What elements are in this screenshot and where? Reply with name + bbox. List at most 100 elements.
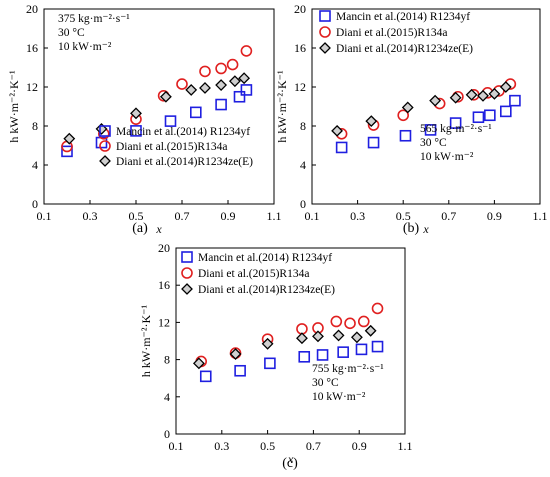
y-tick-label: 16 — [26, 41, 38, 55]
data-point — [240, 45, 253, 57]
data-point — [364, 324, 377, 337]
condition-annotation: 10 kW·m⁻² — [312, 391, 366, 403]
data-point — [397, 109, 410, 122]
y-tick-label: 4 — [300, 158, 306, 172]
data-point — [159, 90, 172, 103]
data-point — [365, 115, 378, 128]
condition-annotation: 30 °C — [58, 27, 85, 39]
data-point — [449, 91, 462, 104]
panel-label: (c) — [282, 456, 298, 471]
x-tick-label: 0.1 — [305, 209, 320, 223]
y-tick-label: 20 — [294, 2, 306, 16]
data-point — [399, 129, 412, 142]
condition-annotation: 30 °C — [420, 137, 447, 149]
legend-label: Diani et al.(2014)R1234ze(E) — [336, 43, 473, 55]
data-point — [192, 357, 205, 370]
y-tick-label: 0 — [300, 197, 306, 211]
data-point — [215, 62, 227, 75]
data-point — [355, 343, 368, 356]
data-point — [63, 132, 76, 145]
data-point — [61, 145, 73, 158]
legend-label: Diani et al.(2014)R1234ze(E) — [198, 284, 335, 296]
data-point — [357, 315, 370, 328]
data-point — [371, 340, 384, 353]
data-point — [264, 357, 276, 370]
legend-label: Mancin et al.(2014) R1234yf — [116, 126, 250, 138]
legend-marker — [319, 10, 331, 22]
data-point — [215, 98, 227, 111]
data-point — [499, 81, 512, 93]
data-point — [350, 331, 363, 344]
legend-marker — [99, 140, 111, 152]
data-point — [185, 84, 198, 96]
data-point — [130, 125, 142, 137]
data-point — [424, 124, 437, 136]
y-axis-label: h kW·m⁻²·K⁻¹ — [7, 70, 21, 143]
legend-marker — [99, 125, 111, 137]
chart-panel: 0 4 8 12 16 20 0.1 0.3 0.5 0.7 0.9 1.1 x h kW·m⁻²·K⁻¹… — [275, 2, 548, 236]
legend-label: Diani et al.(2014)R1234ze(E) — [116, 156, 253, 168]
data-point — [234, 364, 246, 377]
data-point — [477, 89, 489, 102]
data-point — [316, 349, 329, 361]
data-point — [509, 94, 521, 107]
x-tick-label: 1.1 — [533, 209, 548, 223]
legend-marker — [181, 283, 193, 295]
data-point — [330, 315, 343, 328]
y-tick-label: 8 — [164, 353, 170, 367]
x-tick-label: 1.1 — [398, 439, 413, 453]
y-tick-label: 12 — [294, 80, 306, 94]
data-point — [484, 109, 496, 122]
legend-marker — [319, 42, 331, 54]
legend-marker — [99, 155, 111, 167]
y-axis-label: h kW·m⁻²·K⁻¹ — [139, 305, 153, 378]
plot-frame — [311, 8, 541, 205]
data-point — [296, 332, 308, 345]
x-tick-label: 0.9 — [487, 209, 502, 223]
condition-annotation: 755 kg·m⁻²·s⁻¹ — [312, 363, 384, 375]
x-axis-label: x — [155, 222, 162, 236]
y-tick-label: 0 — [32, 197, 38, 211]
plot-frame — [175, 247, 406, 435]
data-point — [337, 346, 349, 358]
data-point — [226, 58, 239, 71]
x-axis-label: x — [422, 222, 429, 236]
x-tick-label: 0.5 — [260, 439, 275, 453]
data-point — [176, 78, 188, 90]
x-tick-label: 0.3 — [83, 209, 98, 223]
data-point — [472, 111, 485, 124]
data-point — [401, 101, 414, 114]
data-point — [199, 65, 211, 78]
data-point — [367, 136, 380, 149]
y-tick-label: 20 — [158, 241, 170, 255]
x-tick-label: 0.7 — [441, 209, 456, 223]
data-point — [488, 87, 501, 100]
y-tick-label: 12 — [158, 315, 170, 329]
data-point — [449, 117, 462, 129]
condition-annotation: 10 kW·m⁻² — [420, 151, 474, 163]
data-point — [228, 75, 241, 88]
y-tick-label: 12 — [26, 80, 38, 94]
x-tick-label: 0.7 — [306, 439, 321, 453]
data-point — [499, 105, 512, 118]
condition-annotation: 375 kg·m⁻²·s⁻¹ — [58, 13, 130, 25]
data-point — [199, 370, 212, 383]
data-point — [240, 84, 253, 96]
data-point — [371, 302, 384, 315]
plot-frame — [43, 8, 275, 205]
data-point — [164, 115, 177, 127]
chart-panel: 0 4 8 12 16 20 0.1 0.3 0.5 0.7 0.9 1.1 x h kW·m⁻²·K⁻¹… — [139, 241, 413, 471]
chart-panel: 0 4 8 12 16 20 0.1 0.3 0.5 0.7 0.9 1.1 x h kW·m⁻²·K⁻¹… — [7, 2, 282, 236]
condition-annotation: 10 kW·m⁻² — [58, 41, 112, 53]
x-tick-label: 0.9 — [352, 439, 367, 453]
y-tick-label: 20 — [26, 2, 38, 16]
panel-label: (b) — [403, 221, 420, 236]
x-tick-label: 0.3 — [214, 439, 229, 453]
data-point — [344, 317, 356, 330]
x-tick-label: 0.7 — [175, 209, 190, 223]
data-point — [199, 82, 211, 94]
y-tick-label: 4 — [32, 158, 38, 172]
legend-marker — [319, 26, 331, 38]
x-tick-label: 0.9 — [221, 209, 236, 223]
y-tick-label: 8 — [32, 119, 38, 133]
